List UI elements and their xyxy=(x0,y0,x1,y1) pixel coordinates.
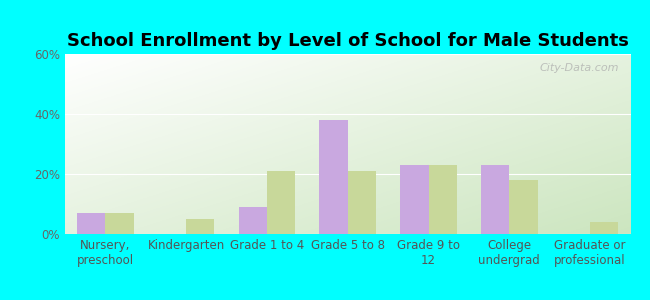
Title: School Enrollment by Level of School for Male Students: School Enrollment by Level of School for… xyxy=(67,32,629,50)
Bar xyxy=(400,165,428,234)
Bar xyxy=(77,213,105,234)
Bar xyxy=(510,180,538,234)
Bar xyxy=(320,120,348,234)
Bar xyxy=(590,222,618,234)
Bar xyxy=(105,213,134,234)
Bar xyxy=(186,219,214,234)
Bar xyxy=(428,165,457,234)
Bar xyxy=(348,171,376,234)
Bar xyxy=(267,171,295,234)
Text: City-Data.com: City-Data.com xyxy=(540,63,619,73)
Bar xyxy=(481,165,510,234)
Bar xyxy=(239,207,267,234)
